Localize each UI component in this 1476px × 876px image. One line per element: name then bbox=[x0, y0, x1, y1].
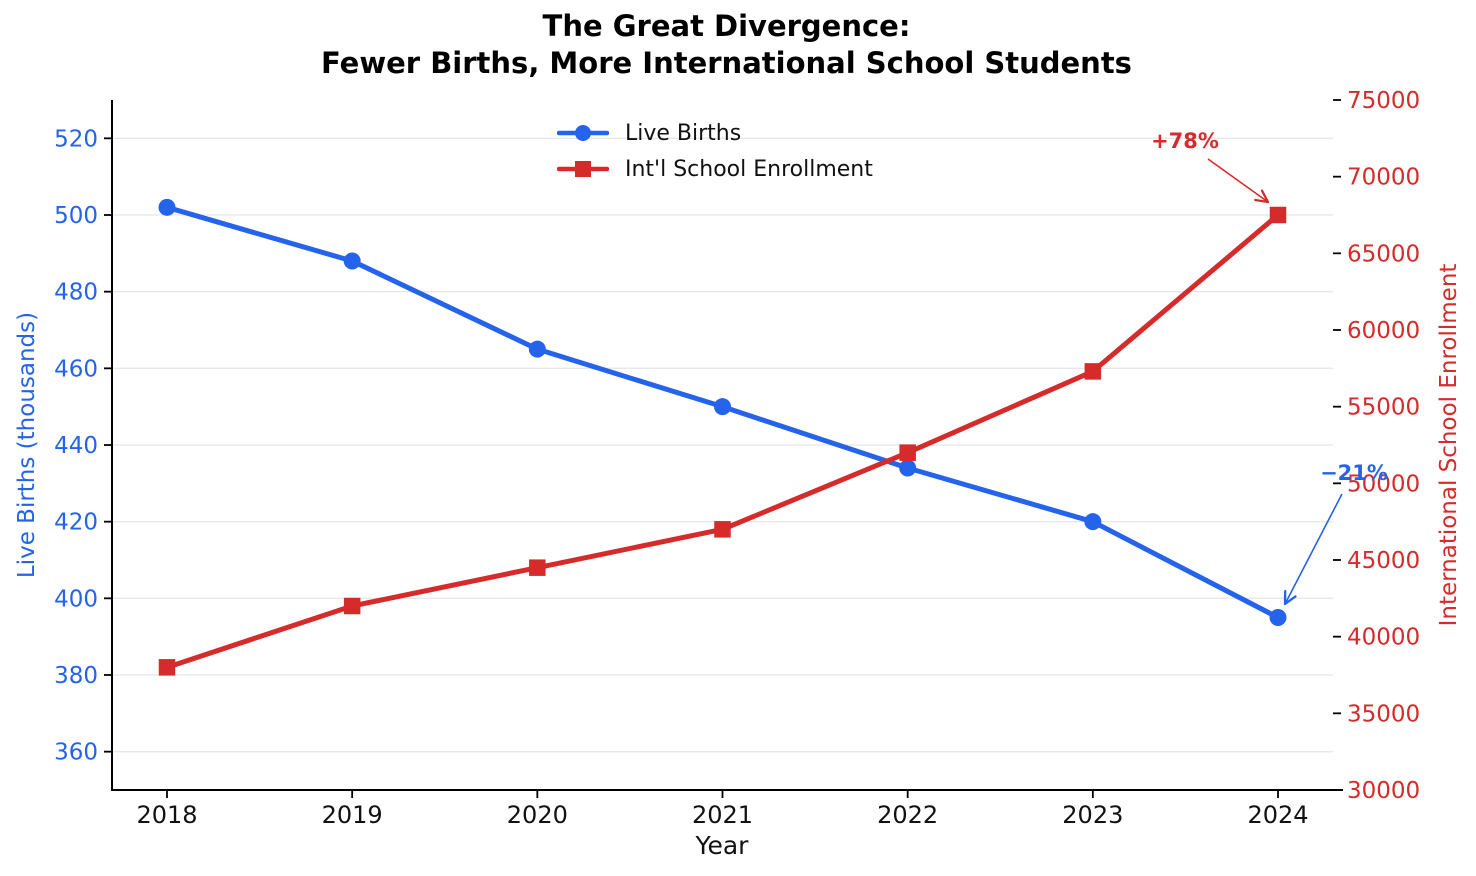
legend-label-births: Live Births bbox=[625, 120, 742, 146]
enrollment-marker bbox=[158, 659, 176, 676]
enrollment-line bbox=[164, 212, 1281, 670]
left-tick-label: 520 bbox=[54, 126, 98, 152]
left-tick-label: 380 bbox=[54, 663, 98, 689]
births-marker bbox=[714, 398, 731, 416]
x-axis-label: Year bbox=[695, 831, 749, 860]
left-tick-label: 440 bbox=[54, 433, 98, 459]
x-tick-label: 2022 bbox=[877, 801, 938, 829]
births-marker bbox=[1269, 609, 1287, 626]
right-tick-label: 75000 bbox=[1347, 88, 1420, 114]
x-tick-label: 2019 bbox=[322, 801, 383, 829]
right-tick-label: 30000 bbox=[1347, 778, 1420, 804]
births-line-circle-swatch bbox=[556, 122, 610, 144]
right-tick-label: 55000 bbox=[1347, 395, 1420, 421]
enrollment-marker bbox=[529, 559, 546, 576]
enrollment-marker bbox=[343, 597, 361, 615]
left-tick-label: 480 bbox=[54, 280, 98, 306]
right-tick-label: 70000 bbox=[1347, 165, 1420, 191]
chart-title-line1: The Great Divergence: bbox=[542, 9, 911, 43]
enrollment-marker bbox=[1084, 363, 1102, 380]
chart-title: The Great Divergence: Fewer Births, More… bbox=[0, 8, 1453, 82]
left-tick-label: 420 bbox=[54, 510, 98, 536]
left-tick-label: 500 bbox=[54, 203, 98, 229]
legend-swatch-circle bbox=[575, 125, 591, 141]
annotation-arrow bbox=[1283, 493, 1343, 606]
enrollment-marker bbox=[899, 444, 916, 461]
right-tick-label: 65000 bbox=[1347, 241, 1420, 267]
x-tick-label: 2020 bbox=[507, 801, 568, 829]
legend-swatch-graphic bbox=[556, 125, 610, 141]
births-marker bbox=[528, 340, 546, 358]
right-tick-label: 60000 bbox=[1347, 318, 1420, 344]
legend-row-enrollment: Int'l School Enrollment bbox=[556, 151, 873, 187]
right-tick-label: 35000 bbox=[1347, 701, 1420, 727]
right-tick-label: 50000 bbox=[1347, 471, 1420, 497]
births-marker bbox=[158, 198, 176, 216]
chart-title-line2: Fewer Births, More International School … bbox=[321, 46, 1132, 80]
left-tick-label: 400 bbox=[54, 586, 98, 612]
x-tick-label: 2023 bbox=[1062, 801, 1123, 829]
annotation-arrow bbox=[1207, 158, 1270, 204]
births-marker bbox=[1084, 513, 1102, 531]
legend-swatch-square bbox=[575, 161, 591, 177]
legend-label-enrollment: Int'l School Enrollment bbox=[625, 156, 873, 182]
births-change-annotation: −21% bbox=[1320, 461, 1388, 485]
right-tick-label: 40000 bbox=[1347, 625, 1420, 651]
left-tick-label: 360 bbox=[54, 740, 98, 766]
enrollment-line-square-swatch bbox=[556, 158, 610, 180]
x-tick-label: 2024 bbox=[1247, 801, 1308, 829]
left-tick-label: 460 bbox=[54, 356, 98, 382]
x-tick-label: 2018 bbox=[136, 801, 197, 829]
right-tick-label: 45000 bbox=[1347, 548, 1420, 574]
legend-row-births: Live Births bbox=[556, 115, 873, 151]
right-axis-label: International School Enrollment bbox=[1436, 263, 1462, 627]
enrollment-change-annotation: +78% bbox=[1151, 129, 1219, 153]
left-axis-label: Live Births (thousands) bbox=[14, 311, 40, 579]
x-tick-label: 2021 bbox=[692, 801, 753, 829]
enrollment-marker bbox=[1269, 206, 1287, 224]
enrollment-marker bbox=[714, 521, 731, 538]
births-marker bbox=[899, 459, 917, 477]
legend: Live Births Int'l School Enrollment bbox=[556, 115, 873, 187]
births-marker bbox=[343, 252, 361, 270]
legend-swatch-graphic bbox=[556, 161, 610, 177]
